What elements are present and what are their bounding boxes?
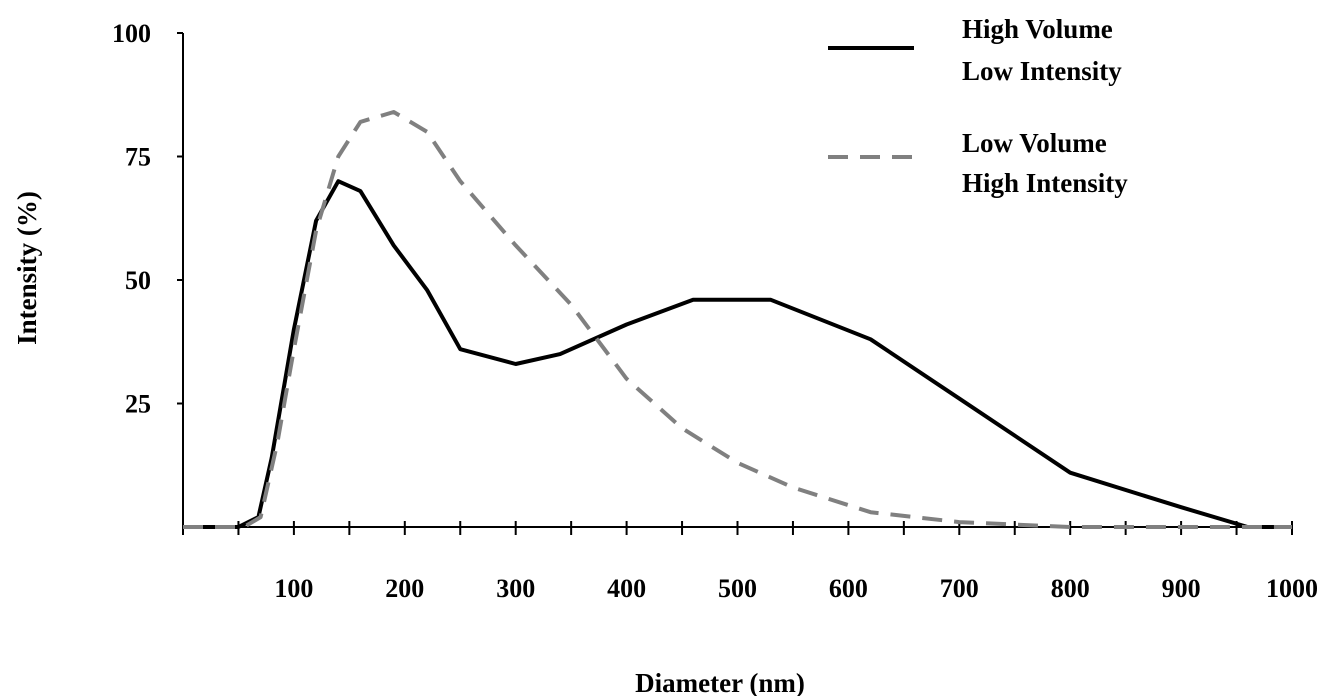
- x-tick-label: 300: [496, 574, 535, 603]
- x-ticks: 100 200 300 400 500 600 700 800 900 1000: [182, 521, 1318, 603]
- y-axis-title: Intensity (%): [12, 191, 42, 345]
- x-tick-label: 600: [829, 574, 868, 603]
- x-tick-label: 400: [607, 574, 646, 603]
- y-axis: 25 50 75 100: [112, 19, 184, 527]
- x-tick-label: 800: [1051, 574, 1090, 603]
- legend-label-high-volume-line1: High Volume: [962, 14, 1113, 44]
- legend-label-low-volume-line1: Low Volume: [962, 128, 1107, 158]
- y-tick-label: 50: [125, 266, 151, 295]
- x-tick-label: 1000: [1266, 574, 1318, 603]
- x-tick-label: 500: [718, 574, 757, 603]
- x-tick-label: 200: [385, 574, 424, 603]
- series-line-low-volume: [183, 110, 1292, 529]
- x-axis-title: Diameter (nm): [635, 668, 805, 696]
- y-ticks: 25 50 75 100: [112, 19, 183, 419]
- series-line-high-volume: [183, 179, 1292, 529]
- x-tick-label: 100: [274, 574, 313, 603]
- legend-label-low-volume-line2: High Intensity: [962, 168, 1128, 198]
- x-axis: 100 200 300 400 500 600 700 800 900 1000: [182, 521, 1318, 603]
- series-layer: [183, 110, 1292, 529]
- x-tick-label: 900: [1162, 574, 1201, 603]
- y-tick-label: 75: [125, 143, 151, 172]
- x-tick-label: 700: [940, 574, 979, 603]
- y-tick-label: 100: [112, 19, 151, 48]
- legend: High Volume Low Intensity Low Volume Hig…: [828, 14, 1128, 198]
- legend-label-high-volume-line2: Low Intensity: [962, 56, 1122, 86]
- y-tick-label: 25: [125, 390, 151, 419]
